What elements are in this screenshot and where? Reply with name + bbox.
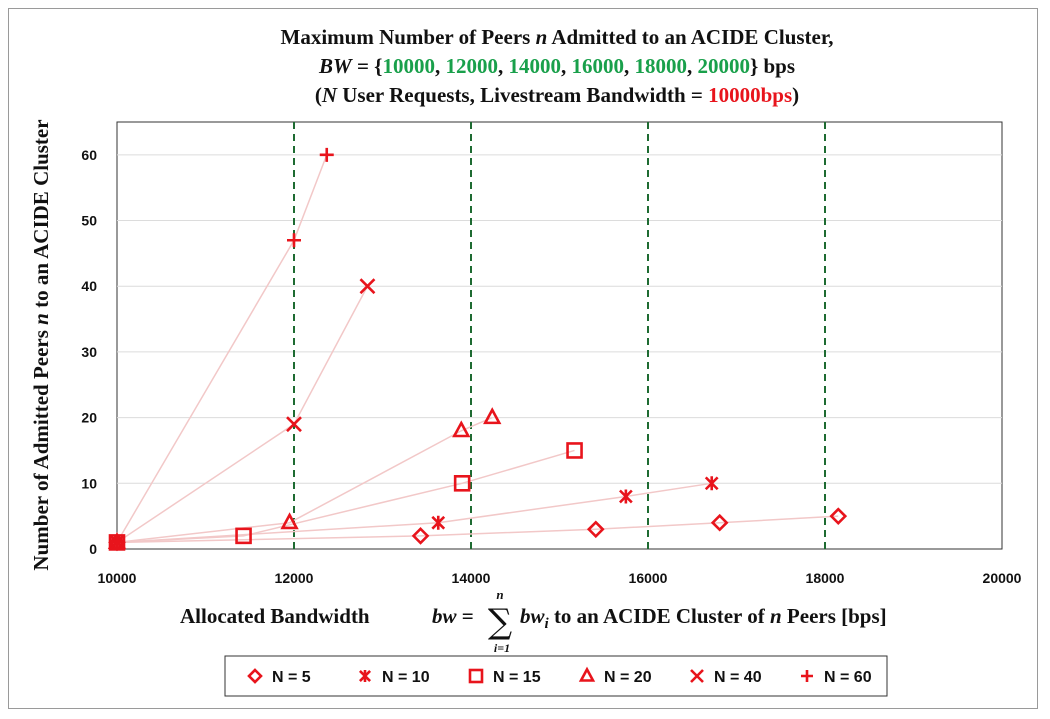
legend-item-n-5: N = 5: [247, 668, 311, 686]
x-axis-label-term: bwi to an ACIDE Cluster of n Peers [bps]: [520, 604, 887, 632]
y-tick-0: 0: [89, 541, 97, 557]
y-tick-10: 10: [81, 475, 97, 491]
point-n-60-1: [287, 233, 301, 248]
point-n-60-2: [319, 147, 334, 162]
point-n-5-3: [710, 513, 729, 532]
y-axis-label: Number of Admitted Peers n to an ACIDE C…: [29, 119, 53, 570]
title-bw-1: 10000: [382, 54, 435, 78]
x-axis-label-formula: bw =: [432, 604, 474, 628]
legend-marker-n-5: [247, 668, 263, 684]
legend-marker-n-15: [468, 668, 484, 684]
legend-label-n-60: N = 60: [824, 669, 872, 686]
y-tick-40: 40: [81, 278, 97, 294]
point-n-15-3: [566, 442, 583, 459]
x-tick-14000: 14000: [452, 570, 491, 586]
legend-item-n-40: N = 40: [690, 669, 762, 686]
x-tick-20000: 20000: [983, 570, 1022, 586]
y-tick-60: 60: [81, 147, 97, 163]
legend-item-n-15: N = 15: [468, 668, 541, 686]
plot-area: [116, 121, 1003, 550]
x-tick-18000: 18000: [806, 570, 845, 586]
x-tick-10000: 10000: [98, 570, 137, 586]
legend: N = 5 N = 10 N = 15 N = 20 N = 40 N = 60: [247, 666, 872, 686]
x-tick-16000: 16000: [629, 570, 668, 586]
point-n-60-0: [110, 535, 124, 550]
legend-box: [224, 655, 888, 697]
series-line-n-20: [116, 416, 493, 544]
title-bw-3: 14000: [508, 54, 561, 78]
series-line-n-15: [116, 449, 575, 544]
legend-label-n-40: N = 40: [714, 669, 762, 686]
point-n-5-1: [411, 527, 430, 545]
y-tick-20: 20: [81, 410, 97, 426]
point-n-15-1: [235, 527, 252, 545]
x-tick-12000: 12000: [275, 570, 314, 586]
point-n-10-1: [431, 515, 446, 530]
legend-item-n-10: N = 10: [358, 669, 430, 686]
point-n-10-3: [704, 476, 719, 491]
title-livestream-value: 10000bps: [708, 83, 792, 107]
chart-title-line1: Maximum Number of Peers n Admitted to an…: [281, 25, 834, 49]
point-n-40-2: [359, 278, 376, 295]
y-tick-50: 50: [81, 213, 97, 229]
legend-marker-n-20: [578, 666, 596, 682]
point-n-15-2: [453, 475, 471, 492]
point-n-5-2: [586, 520, 605, 539]
data-markers: [107, 147, 848, 552]
point-n-5-4: [829, 507, 848, 525]
legend-marker-n-60: [801, 670, 813, 682]
point-n-10-2: [619, 489, 633, 504]
x-axis-label-prefix: Allocated Bandwidth: [180, 604, 370, 628]
point-n-20-3: [483, 407, 502, 425]
y-tick-labels: 0 10 20 30 40 50 60: [81, 147, 97, 557]
series-line-n-5: [116, 515, 839, 544]
legend-label-n-20: N = 20: [604, 669, 652, 686]
summation-lower: i=1: [494, 641, 510, 655]
title-bw-6: 20000: [697, 54, 750, 78]
legend-marker-n-40: [690, 669, 704, 683]
chart-frame: [8, 8, 1038, 709]
chart-title-line3: (N User Requests, Livestream Bandwidth =…: [315, 83, 799, 107]
point-n-20-1: [280, 512, 299, 530]
point-n-40-1: [286, 416, 302, 433]
title-bw-4: 16000: [571, 54, 624, 78]
legend-marker-n-10: [358, 669, 372, 683]
series-line-n-10: [116, 482, 712, 544]
title-bw-5: 18000: [634, 54, 687, 78]
legend-item-n-60: N = 60: [801, 669, 872, 686]
title-bw-2: 12000: [445, 54, 498, 78]
chart-title-line2: BW = {10000, 12000, 14000, 16000, 18000,…: [318, 54, 795, 78]
x-tick-labels: 10000 12000 14000 16000 18000 20000: [98, 570, 1022, 586]
legend-label-n-10: N = 10: [382, 669, 430, 686]
legend-label-n-5: N = 5: [272, 669, 311, 686]
legend-label-n-15: N = 15: [493, 669, 541, 686]
x-axis-label: Allocated Bandwidth bw = ∑ n i=1 bwi to …: [180, 587, 887, 655]
summation-upper: n: [496, 587, 503, 602]
gridlines: [117, 154, 1002, 484]
y-tick-30: 30: [81, 344, 97, 360]
point-n-20-2: [452, 420, 471, 438]
summation-symbol: ∑: [488, 602, 512, 642]
legend-item-n-20: N = 20: [578, 666, 652, 686]
